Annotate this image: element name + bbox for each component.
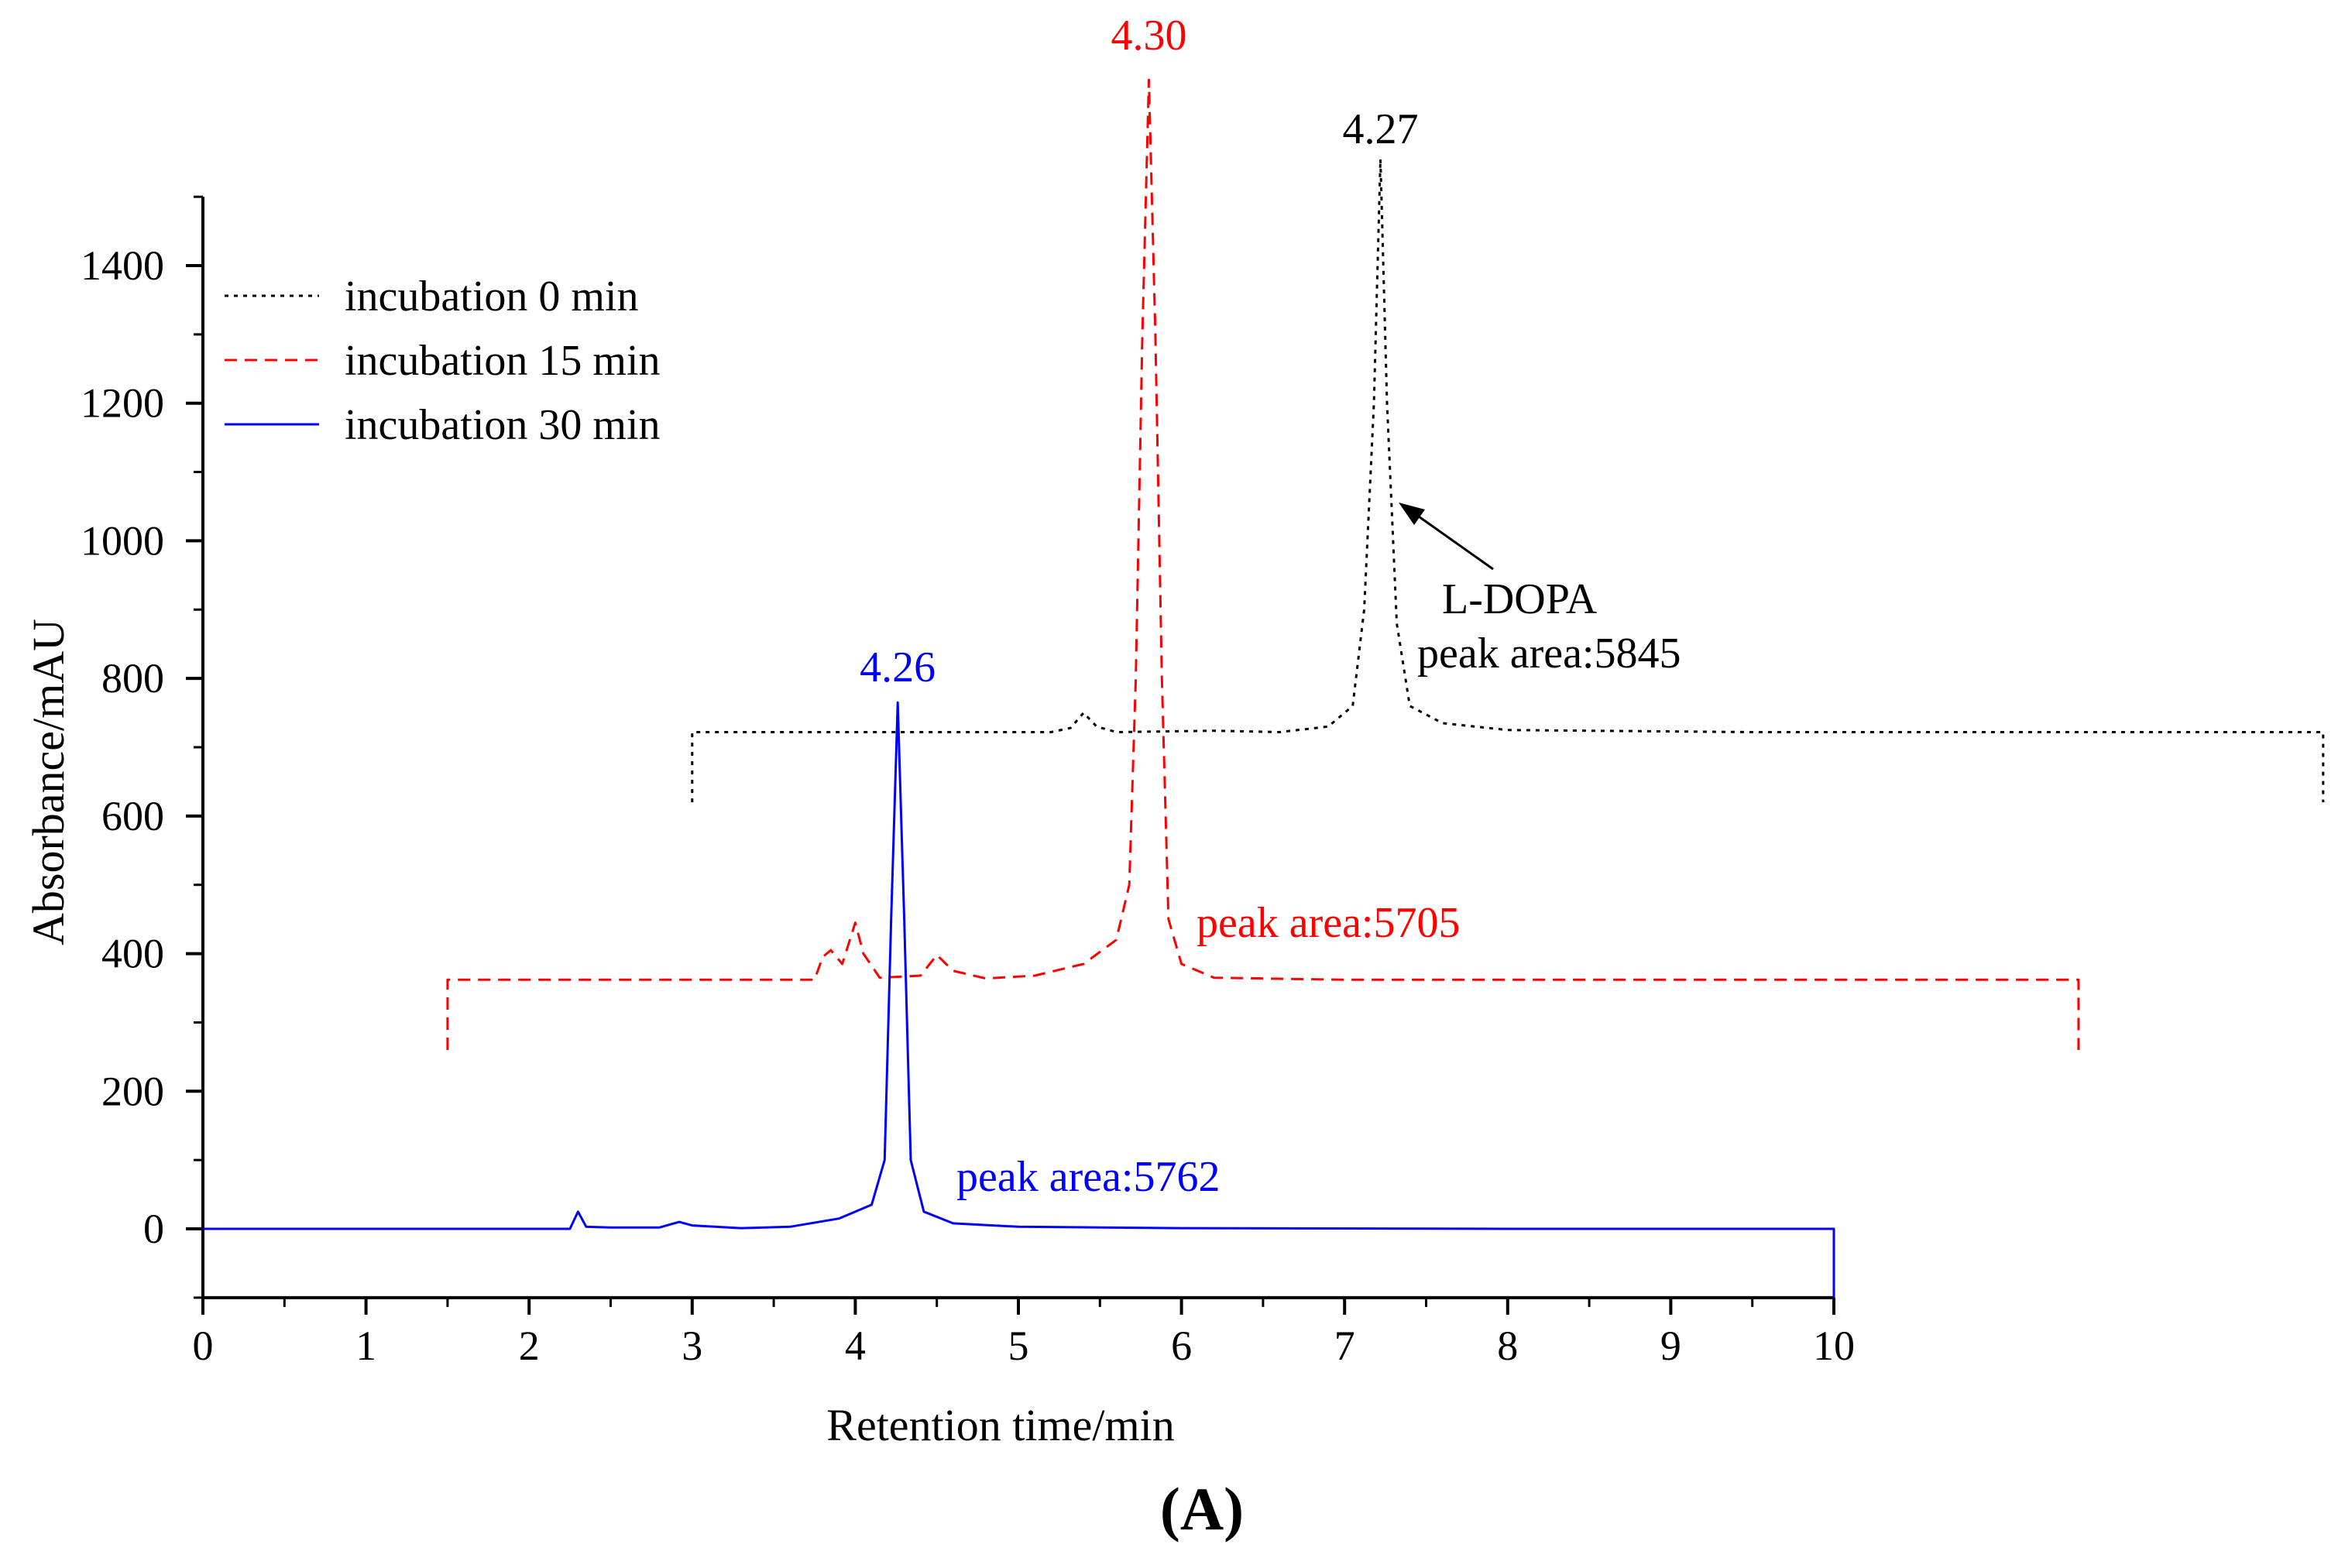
x-tick-label: 7 bbox=[1334, 1323, 1355, 1369]
x-tick-label: 6 bbox=[1171, 1323, 1192, 1369]
peak-area-15min: peak area:5705 bbox=[1197, 899, 1460, 947]
y-tick-label: 400 bbox=[101, 931, 164, 977]
x-tick-label: 3 bbox=[682, 1323, 702, 1369]
series-line-1 bbox=[446, 78, 2080, 1050]
y-tick-label: 200 bbox=[101, 1068, 164, 1114]
legend-label-0: incubation 0 min bbox=[345, 273, 639, 321]
x-tick-label: 9 bbox=[1660, 1323, 1681, 1369]
x-tick-label: 8 bbox=[1497, 1323, 1518, 1369]
l-dopa-arrow-shaft bbox=[1410, 510, 1494, 571]
x-axis-title: Retention time/min bbox=[826, 1400, 1174, 1450]
y-tick-label: 1000 bbox=[81, 517, 164, 564]
axes-layer: 0 1 2 3 4 5 6 7 8 9 10 0 200 400 600 800 1000 1200 1400 Ret… bbox=[23, 195, 1855, 1542]
y-axis-title: Absorbance/mAU bbox=[23, 619, 74, 945]
legend-label-2: incubation 30 min bbox=[345, 401, 661, 449]
y-tick-label: 800 bbox=[101, 655, 164, 702]
series-line-2 bbox=[203, 701, 1835, 1298]
x-tick-label: 10 bbox=[1813, 1323, 1855, 1369]
peak-area-0min: peak area:5845 bbox=[1417, 630, 1681, 678]
y-tick-label: 1200 bbox=[81, 380, 164, 427]
legend-label-1: incubation 15 min bbox=[345, 337, 661, 385]
y-tick-label: 600 bbox=[101, 793, 164, 839]
y-tick-label: 1400 bbox=[81, 242, 164, 289]
series-line-0 bbox=[691, 157, 2325, 803]
x-tick-label: 2 bbox=[519, 1323, 540, 1369]
peak-label-0min: 4.27 bbox=[1343, 105, 1419, 153]
compound-label: L-DOPA bbox=[1442, 575, 1598, 623]
l-dopa-arrow-head bbox=[1399, 503, 1425, 525]
series-layer bbox=[203, 78, 2325, 1298]
annotation-layer: 4.27 4.30 4.26 L-DOPA peak area:5845 peak are… bbox=[860, 12, 1681, 1201]
x-tick-label: 4 bbox=[845, 1323, 866, 1369]
x-tick-label: 1 bbox=[355, 1323, 376, 1369]
x-tick-label: 5 bbox=[1008, 1323, 1029, 1369]
panel-label: (A) bbox=[1160, 1475, 1244, 1542]
x-tick-label: 0 bbox=[193, 1323, 214, 1369]
peak-label-15min: 4.30 bbox=[1111, 12, 1186, 60]
y-tick-label: 0 bbox=[143, 1206, 164, 1252]
peak-label-30min: 4.26 bbox=[860, 643, 936, 691]
peak-area-30min: peak area:5762 bbox=[956, 1153, 1220, 1201]
legend: incubation 0 min incubation 15 min incubat… bbox=[225, 273, 661, 449]
